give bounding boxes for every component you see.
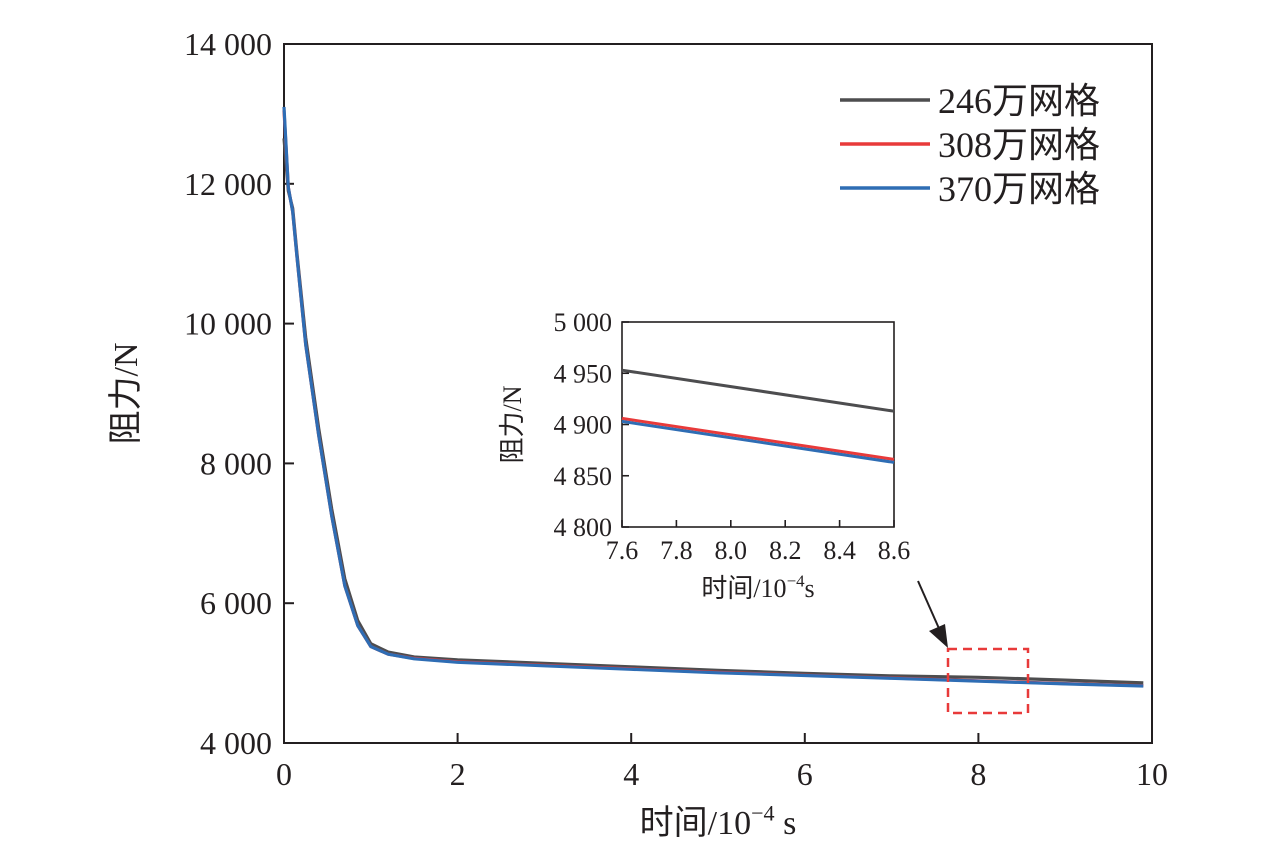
x-axis-label: 时间/10−4 s [640,800,797,842]
inset-y-axis-label: 阻力/N [498,385,527,463]
inset-series-line-1 [621,416,895,461]
y-tick-label: 12 000 [184,166,272,202]
y-tick-label: 8 000 [200,445,272,481]
legend-label-0: 246万网格 [938,81,1100,121]
inset-y-tick-label: 4 900 [554,411,613,440]
x-tick-label: 6 [797,756,813,792]
inset-series-line-0 [621,368,895,413]
inset-y-tick-label: 4 950 [554,359,613,388]
x-tick-label: 2 [450,756,466,792]
inset-y-tick-label: 4 850 [554,462,613,491]
main-plot: 0 2 4 6 8 10 4 000 6 000 8 000 10 000 12 000 14 000… [107,26,1168,842]
x-tick-label: 0 [276,756,292,792]
inset-x-tick-label: 7.6 [606,536,639,565]
y-tick-label: 4 000 [200,725,272,761]
zoom-region-box [946,647,1030,715]
inset-series-line-2 [621,419,895,464]
y-tick-label: 6 000 [200,585,272,621]
y-tick-label: 14 000 [184,26,272,62]
y-tick-label: 10 000 [184,306,272,342]
inset-y-tick-label: 5 000 [554,308,613,337]
inset-x-axis-label: 时间/10−4s [701,572,814,603]
main-plot-frame [283,43,1153,744]
inset-x-tick-label: 8.0 [715,536,748,565]
y-axis-label: 阻力/N [107,343,145,445]
series-line-2 [282,106,1144,688]
inset-y-tick-label: 4 800 [554,513,613,542]
inset-x-tick-label: 7.8 [660,536,693,565]
inset-x-tick-label: 8.6 [878,536,911,565]
inset-x-tick-label: 8.2 [769,536,802,565]
x-tick-label: 10 [1136,756,1168,792]
legend-label-2: 370万网格 [938,169,1100,209]
x-tick-label: 4 [623,756,639,792]
inset-x-tick-label: 8.4 [823,536,856,565]
x-tick-label: 8 [970,756,986,792]
zoom-indicator [917,580,1030,715]
inset-plot: 7.6 7.8 8.0 8.2 8.4 8.6 4 800 4 850 4 900 4 950 5 … [498,308,910,603]
legend-label-1: 308万网格 [938,125,1100,165]
arrow-head [929,624,948,648]
arrow-line [917,580,942,634]
